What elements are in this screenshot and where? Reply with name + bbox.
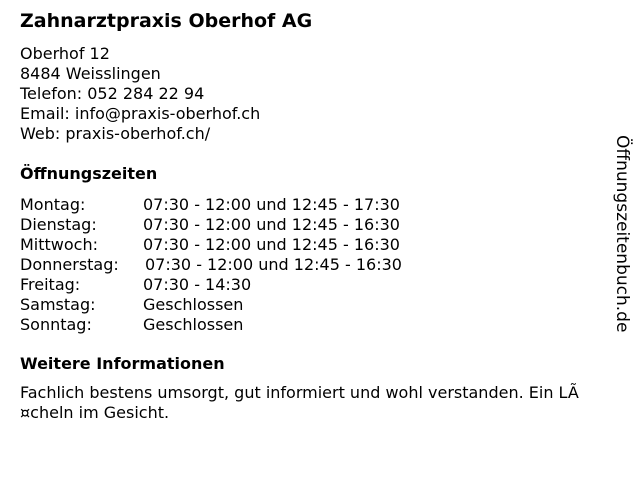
- website: Web: praxis-oberhof.ch/: [20, 124, 211, 143]
- hours-value: 07:30 - 12:00 und 12:45 - 16:30: [143, 215, 400, 234]
- hours-value: 07:30 - 12:00 und 12:45 - 17:30: [143, 195, 400, 214]
- info-heading: Weitere Informationen: [20, 354, 225, 373]
- day-label: Sonntag:: [20, 315, 92, 334]
- page-title: Zahnarztpraxis Oberhof AG: [20, 10, 313, 32]
- day-label: Donnerstag:: [20, 255, 119, 274]
- address-street: Oberhof 12: [20, 44, 110, 63]
- hours-heading: Öffnungszeiten: [20, 164, 158, 183]
- info-text: Fachlich bestens umsorgt, gut informiert…: [20, 383, 579, 422]
- side-brand-label: Öffnungszeitenbuch.de: [612, 135, 632, 333]
- address-city: 8484 Weisslingen: [20, 64, 161, 83]
- hours-value: Geschlossen: [143, 295, 244, 314]
- day-label: Samstag:: [20, 295, 96, 314]
- hours-value: 07:30 - 12:00 und 12:45 - 16:30: [145, 255, 402, 274]
- hours-value: 07:30 - 12:00 und 12:45 - 16:30: [143, 235, 400, 254]
- hours-value: 07:30 - 14:30: [143, 275, 252, 294]
- day-label: Freitag:: [20, 275, 81, 294]
- hours-value: Geschlossen: [143, 315, 244, 334]
- day-label: Montag:: [20, 195, 86, 214]
- email: Email: info@praxis-oberhof.ch: [20, 104, 261, 123]
- day-label: Dienstag:: [20, 215, 97, 234]
- phone: Telefon: 052 284 22 94: [20, 84, 205, 103]
- day-label: Mittwoch:: [20, 235, 98, 254]
